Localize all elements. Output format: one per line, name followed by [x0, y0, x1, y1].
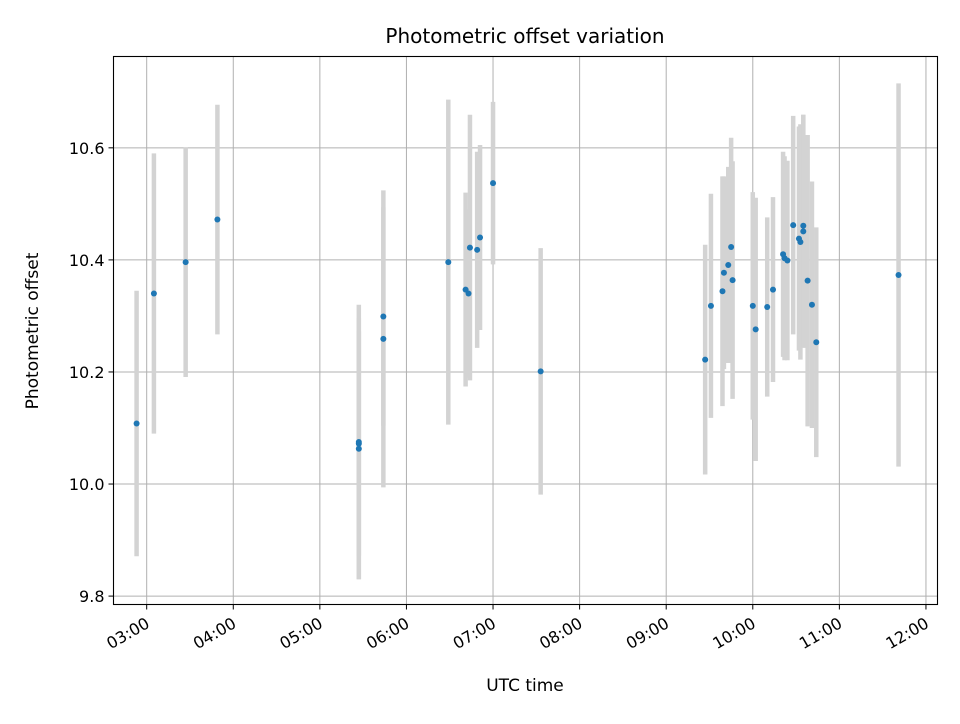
- data-point: [182, 259, 189, 266]
- data-point: [895, 272, 902, 279]
- plot-frame: [112, 55, 939, 606]
- y-tick-label: 10.4: [69, 251, 105, 270]
- data-point: [725, 261, 732, 268]
- data-point: [800, 222, 807, 229]
- data-point: [474, 246, 481, 253]
- data-point: [808, 301, 815, 308]
- x-axis-label: UTC time: [486, 676, 564, 696]
- y-tick-label: 10.6: [69, 139, 105, 158]
- data-point: [707, 302, 714, 309]
- grid: [113, 56, 938, 605]
- data-point: [355, 439, 362, 446]
- data-point: [720, 269, 727, 276]
- data-point: [719, 288, 726, 295]
- data-point: [490, 180, 497, 187]
- chart-title: Photometric offset variation: [385, 24, 664, 48]
- data-point: [800, 228, 807, 235]
- y-axis-label: Photometric offset: [23, 252, 43, 409]
- data-point: [150, 290, 157, 297]
- data-point: [790, 222, 797, 229]
- data-point: [752, 326, 759, 333]
- y-tick-label: 10.2: [69, 363, 105, 382]
- data-point: [804, 277, 811, 284]
- data-point: [769, 286, 776, 293]
- data-points: [133, 180, 902, 452]
- data-point: [797, 238, 804, 245]
- data-point: [749, 302, 756, 309]
- data-point: [728, 244, 735, 251]
- data-point: [764, 303, 771, 310]
- data-point: [445, 259, 452, 266]
- data-point: [537, 368, 544, 375]
- data-point: [784, 257, 791, 264]
- data-point: [813, 339, 820, 346]
- data-point: [465, 290, 472, 297]
- y-tick-label: 9.8: [79, 587, 104, 606]
- data-point: [466, 244, 473, 251]
- data-point: [133, 420, 140, 427]
- data-point: [355, 445, 362, 452]
- y-axis: 9.8 10.0 10.2 10.4 10.6: [69, 139, 114, 606]
- data-point: [214, 216, 221, 223]
- data-point: [380, 313, 387, 320]
- y-tick-label: 10.0: [69, 475, 105, 494]
- data-point: [477, 234, 484, 241]
- data-point: [380, 335, 387, 342]
- data-point: [729, 277, 736, 284]
- data-point: [702, 356, 709, 363]
